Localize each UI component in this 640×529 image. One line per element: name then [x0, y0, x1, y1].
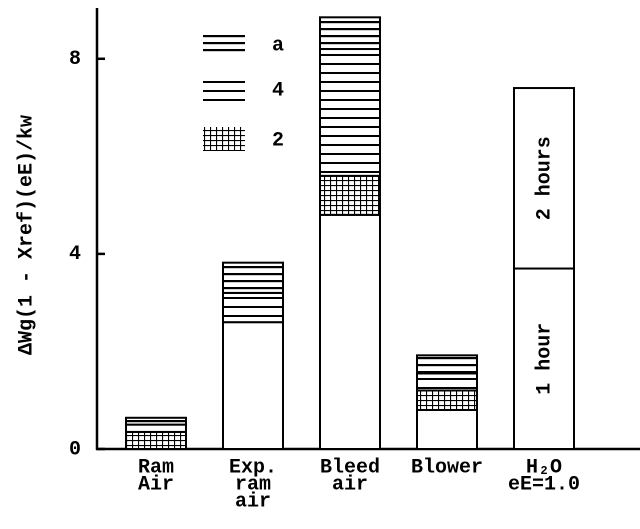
x-tick-label: eE=1.0: [508, 473, 580, 496]
y-tick-label: 8: [69, 48, 81, 71]
bar-segment: [416, 372, 478, 392]
y-tick-label: 4: [69, 243, 81, 266]
bar-segment: [125, 423, 187, 433]
bar-segment: [319, 48, 381, 177]
y-tick-label: 0: [69, 438, 81, 461]
x-tick-label: Exp.: [229, 456, 277, 479]
legend-label: a: [272, 34, 284, 57]
x-tick-label: ram: [235, 473, 271, 496]
bar-segment: [416, 389, 478, 411]
x-tick-label: H₂O: [526, 456, 562, 479]
bar-segment: [125, 416, 187, 426]
x-tick-label: Air: [138, 473, 174, 496]
x-tick-label: Blower: [411, 456, 483, 479]
bar-segment: [416, 354, 478, 375]
bar-segment: [222, 321, 284, 450]
bar-segment: [319, 174, 381, 216]
bar-segment: [125, 430, 187, 450]
x-tick-label: Ram: [138, 456, 174, 479]
bar-segment: [513, 267, 575, 450]
bar-segment: [416, 408, 478, 451]
legend-label: 2: [272, 129, 284, 152]
bar-segment: [513, 87, 575, 270]
legend-label: 4: [272, 79, 284, 102]
segment-label: 2 hours: [533, 136, 556, 220]
segment-label: 1 hour: [533, 323, 556, 395]
legend-swatch: [203, 77, 245, 101]
legend-swatch: [203, 127, 245, 151]
legend-swatch: [203, 32, 245, 56]
bar-segment: [222, 261, 284, 294]
y-axis-label: ΔWg(1 - Xref)(eE)/kw: [15, 115, 38, 355]
bar-segment: [319, 16, 381, 51]
x-tick-label: Bleed: [320, 456, 380, 479]
bar-segment: [222, 291, 284, 324]
x-tick-label: air: [332, 473, 368, 496]
x-tick-label: air: [235, 490, 271, 513]
bar-segment: [319, 213, 381, 450]
